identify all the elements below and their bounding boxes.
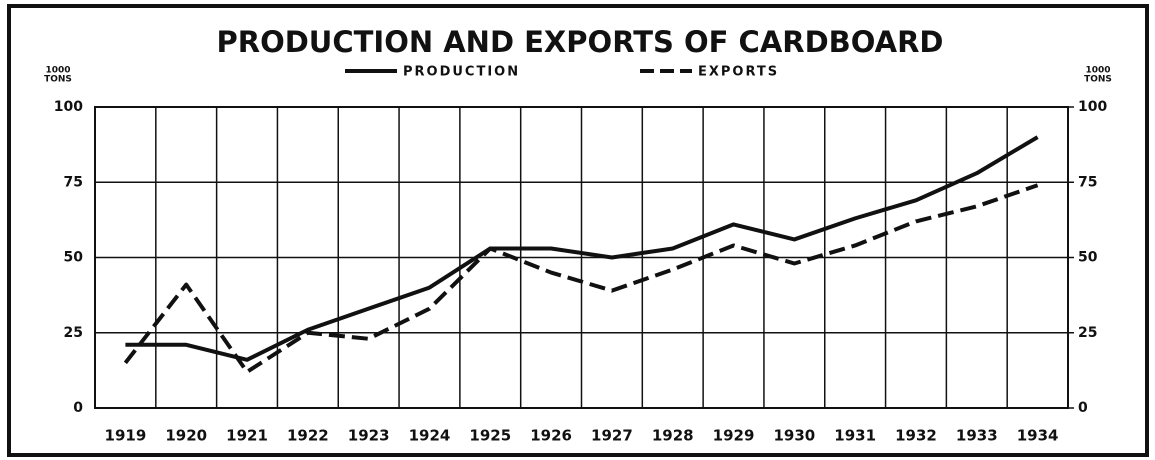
x-tick-label: 1927 [591,427,633,445]
x-tick-label: 1919 [105,427,147,445]
legend-label: PRODUCTION [403,65,520,80]
x-tick-label: 1920 [165,427,207,445]
y2-axis-label: TONS [1084,75,1112,85]
y-tick-label: 25 [64,325,83,341]
chart-title: PRODUCTION AND EXPORTS OF CARDBOARD [217,25,944,59]
y-tick-label: 0 [73,400,83,416]
x-tick-label: 1934 [1017,427,1059,445]
x-tick-label: 1929 [713,427,755,445]
y2-tick-label: 0 [1078,400,1088,416]
y2-tick-label: 25 [1078,325,1097,341]
y-tick-label: 100 [54,99,83,115]
x-tick-label: 1922 [287,427,329,445]
x-tick-label: 1921 [226,427,268,445]
x-tick-label: 1930 [773,427,815,445]
x-tick-label: 1932 [895,427,937,445]
series-line [123,183,1039,374]
y2-axis-label: 1000 [1085,66,1110,76]
y2-tick-label: 50 [1078,250,1098,266]
x-tick-label: 1926 [530,427,572,445]
y-tick-label: 75 [64,174,83,190]
x-tick-label: 1933 [956,427,998,445]
y2-tick-label: 100 [1078,99,1107,115]
y-axis-label: TONS [44,75,72,85]
legend-label: EXPORTS [698,65,779,80]
x-tick-label: 1923 [348,427,390,445]
y-tick-label: 50 [64,250,84,266]
y-axis-label: 1000 [45,66,70,76]
frame [7,4,1149,457]
series-line [125,135,1039,362]
x-tick-label: 1931 [834,427,876,445]
y2-tick-label: 75 [1078,174,1097,190]
x-tick-label: 1928 [652,427,694,445]
x-tick-label: 1924 [409,427,451,445]
x-tick-label: 1925 [469,427,511,445]
